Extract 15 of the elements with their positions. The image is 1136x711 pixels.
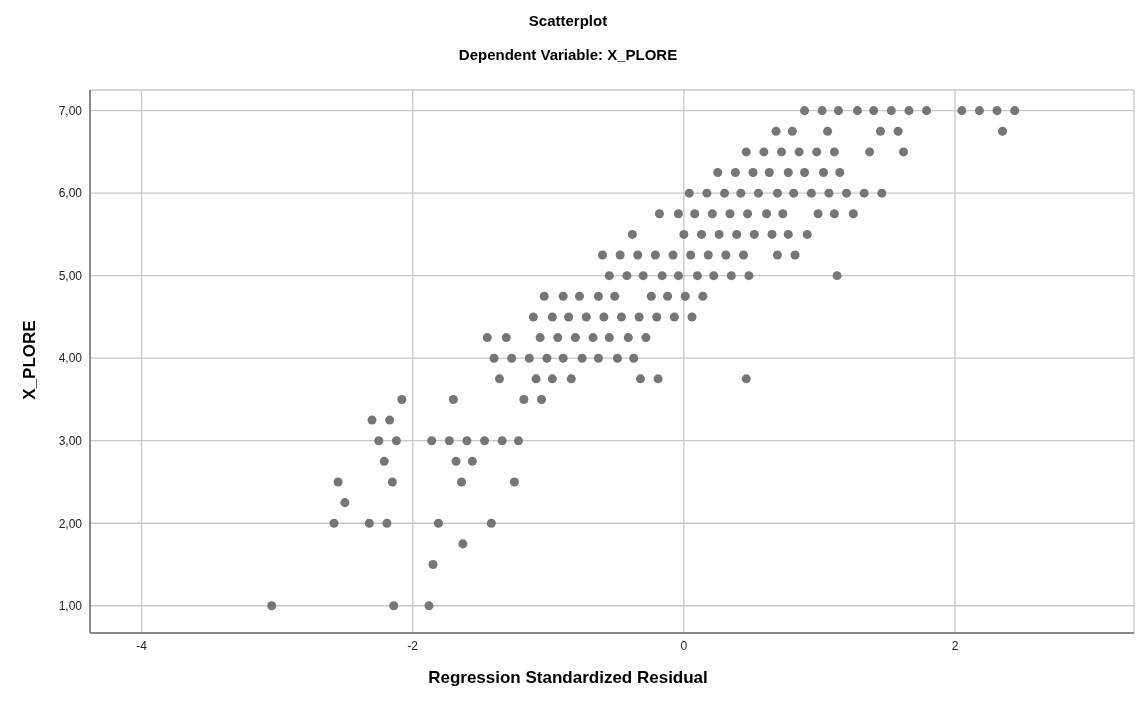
y-axis-title: X_PLORE bbox=[20, 320, 40, 400]
chart-title: Scatterplot bbox=[527, 12, 609, 29]
x-tick-label: -2 bbox=[407, 638, 419, 653]
y-tick-label: 5,00 bbox=[58, 268, 83, 283]
y-tick-label: 4,00 bbox=[58, 351, 83, 366]
x-tick-label: 0 bbox=[680, 638, 688, 653]
y-tick-label: 1,00 bbox=[58, 599, 83, 614]
x-axis-title: Regression Standardized Residual bbox=[427, 668, 709, 688]
y-tick-label: 7,00 bbox=[58, 103, 83, 118]
x-tick-label: -4 bbox=[136, 638, 148, 653]
chart-subtitle: Dependent Variable: X_PLORE bbox=[457, 46, 679, 63]
y-tick-label: 2,00 bbox=[58, 516, 83, 531]
y-tick-label: 6,00 bbox=[58, 186, 83, 201]
x-tick-label: 2 bbox=[951, 638, 959, 653]
y-tick-label: 3,00 bbox=[58, 433, 83, 448]
